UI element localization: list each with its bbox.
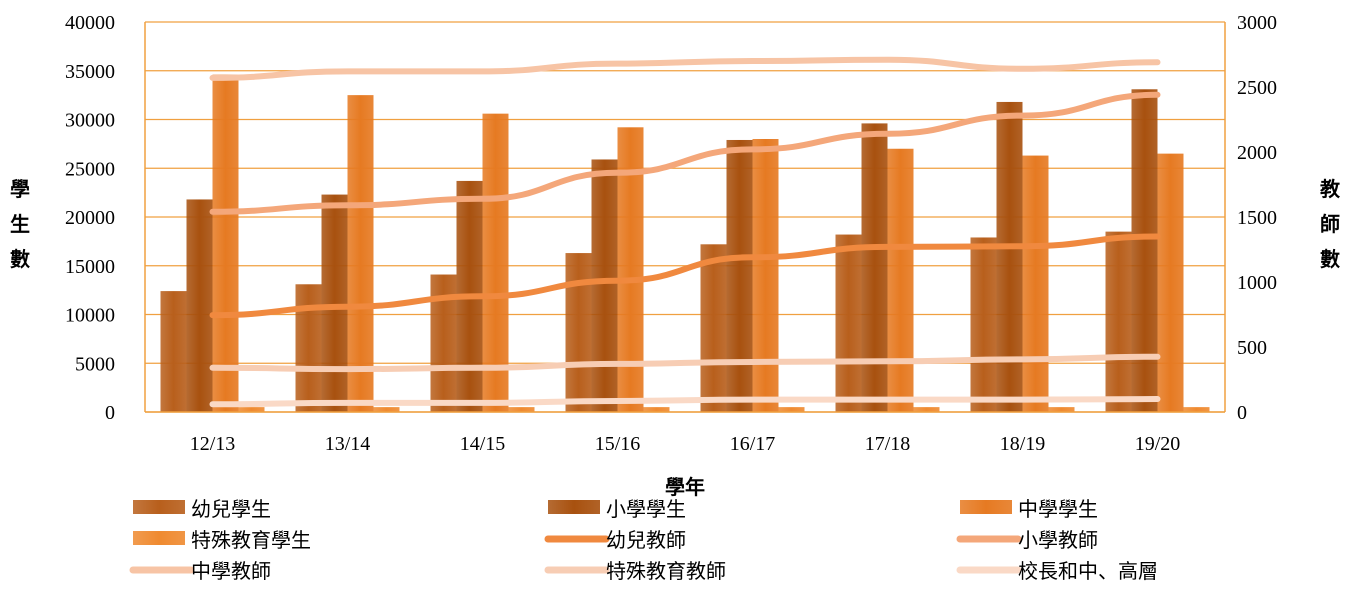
bar-幼兒學生	[970, 237, 997, 412]
bar-中學學生	[752, 139, 779, 412]
legend-item: 幼兒學生	[133, 497, 271, 521]
x-tick-label: 13/14	[325, 433, 371, 455]
bar-小學學生	[861, 123, 888, 413]
bar-特殊教育學生	[913, 407, 940, 412]
bar-特殊教育學生	[1183, 407, 1210, 412]
y-left-tick-label: 5000	[75, 353, 115, 375]
line-中學教師	[209, 56, 1161, 81]
y-right-tick-label: 1500	[1237, 207, 1277, 229]
y-right-tick-label: 2500	[1237, 77, 1277, 99]
axes-layer	[144, 22, 1226, 413]
x-tick-label: 14/15	[460, 433, 506, 455]
legend-label: 幼兒學生	[191, 497, 271, 521]
bar-中學學生	[212, 74, 239, 413]
y-right-axis-title-char: 教	[1320, 177, 1341, 201]
bar-特殊教育學生	[1048, 407, 1075, 412]
bar-幼兒學生	[835, 234, 862, 412]
y-left-axis-title: 學生數	[10, 177, 30, 271]
bar-幼兒學生	[1105, 231, 1132, 412]
bar-中學學生	[1157, 153, 1184, 412]
bar-幼兒學生	[295, 284, 322, 412]
bar-中學學生	[482, 113, 509, 413]
legend-item: 中學學生	[960, 497, 1098, 521]
y-left-axis-title-char: 數	[10, 247, 30, 271]
bar-特殊教育學生	[643, 407, 670, 412]
labels-layer: 0500010000150002000025000300003500040000…	[10, 12, 1341, 499]
y-right-tick-label: 3000	[1237, 12, 1277, 34]
bar-特殊教育學生	[238, 407, 265, 412]
bar-中學學生	[887, 148, 914, 412]
bar-特殊教育學生	[778, 407, 805, 412]
legend-swatch	[133, 531, 185, 545]
y-right-axis-title-char: 數	[1320, 247, 1340, 271]
line-特殊教育教師	[209, 353, 1161, 373]
legend-label: 中學學生	[1018, 497, 1098, 521]
x-tick-label: 18/19	[1000, 433, 1046, 455]
bar-小學學生	[186, 199, 213, 412]
y-left-tick-label: 10000	[65, 305, 115, 327]
bar-特殊教育學生	[508, 407, 535, 412]
bar-小學學生	[321, 194, 348, 412]
legend-item: 小學學生	[548, 497, 686, 521]
bar-小學學生	[726, 139, 753, 412]
x-tick-label: 17/18	[865, 433, 911, 455]
legend-swatch	[548, 500, 600, 514]
x-tick-label: 12/13	[190, 433, 236, 455]
bar-小學學生	[996, 101, 1023, 412]
legend-item: 特殊教育學生	[133, 528, 311, 552]
legend-label: 特殊教育學生	[191, 528, 311, 552]
legend-item: 校長和中、高層	[956, 559, 1158, 583]
bar-幼兒學生	[700, 244, 727, 412]
line-幼兒教師	[209, 233, 1161, 319]
legend-label: 小學學生	[606, 497, 686, 521]
y-right-axis-title-char: 師	[1320, 212, 1340, 236]
legend-label: 校長和中、高層	[1018, 559, 1158, 583]
y-left-tick-label: 30000	[65, 110, 115, 132]
bar-幼兒學生	[565, 253, 592, 412]
y-left-tick-label: 40000	[65, 12, 115, 34]
y-right-tick-label: 0	[1237, 402, 1247, 424]
y-right-axis-title: 教師數	[1320, 177, 1341, 271]
bars-layer	[160, 74, 1210, 413]
x-axis-title: 學年	[665, 475, 705, 499]
y-right-tick-label: 1000	[1237, 272, 1277, 294]
legend-item: 幼兒教師	[544, 528, 686, 552]
legend-swatch	[133, 500, 185, 514]
legend-item: 中學教師	[129, 559, 271, 583]
y-left-tick-label: 35000	[65, 61, 115, 83]
bar-中學學生	[347, 95, 374, 412]
legend-item: 特殊教育教師	[544, 559, 726, 583]
x-tick-label: 19/20	[1135, 433, 1181, 455]
bar-小學學生	[1131, 89, 1158, 413]
y-left-tick-label: 0	[105, 402, 115, 424]
line-校長和中、高層	[209, 396, 1161, 408]
legend-label: 小學教師	[1018, 528, 1098, 552]
bar-中學學生	[1022, 155, 1049, 412]
line-小學教師	[209, 91, 1161, 215]
bar-小學學生	[591, 159, 618, 412]
y-right-tick-label: 500	[1237, 337, 1267, 359]
legend-label: 幼兒教師	[606, 528, 686, 552]
bar-特殊教育學生	[373, 407, 400, 412]
legend-swatch	[960, 500, 1012, 514]
y-left-tick-label: 15000	[65, 256, 115, 278]
x-tick-label: 15/16	[595, 433, 641, 455]
x-tick-label: 16/17	[730, 433, 776, 455]
y-left-tick-label: 20000	[65, 207, 115, 229]
legend-label: 特殊教育教師	[606, 559, 726, 583]
y-left-axis-title-char: 學	[10, 177, 30, 201]
lines-layer	[209, 56, 1161, 408]
y-right-tick-label: 2000	[1237, 142, 1277, 164]
y-left-axis-title-char: 生	[10, 212, 30, 236]
legend-item: 小學教師	[956, 528, 1098, 552]
y-left-tick-label: 25000	[65, 158, 115, 180]
bar-幼兒學生	[160, 291, 187, 412]
legend-label: 中學教師	[191, 559, 271, 583]
